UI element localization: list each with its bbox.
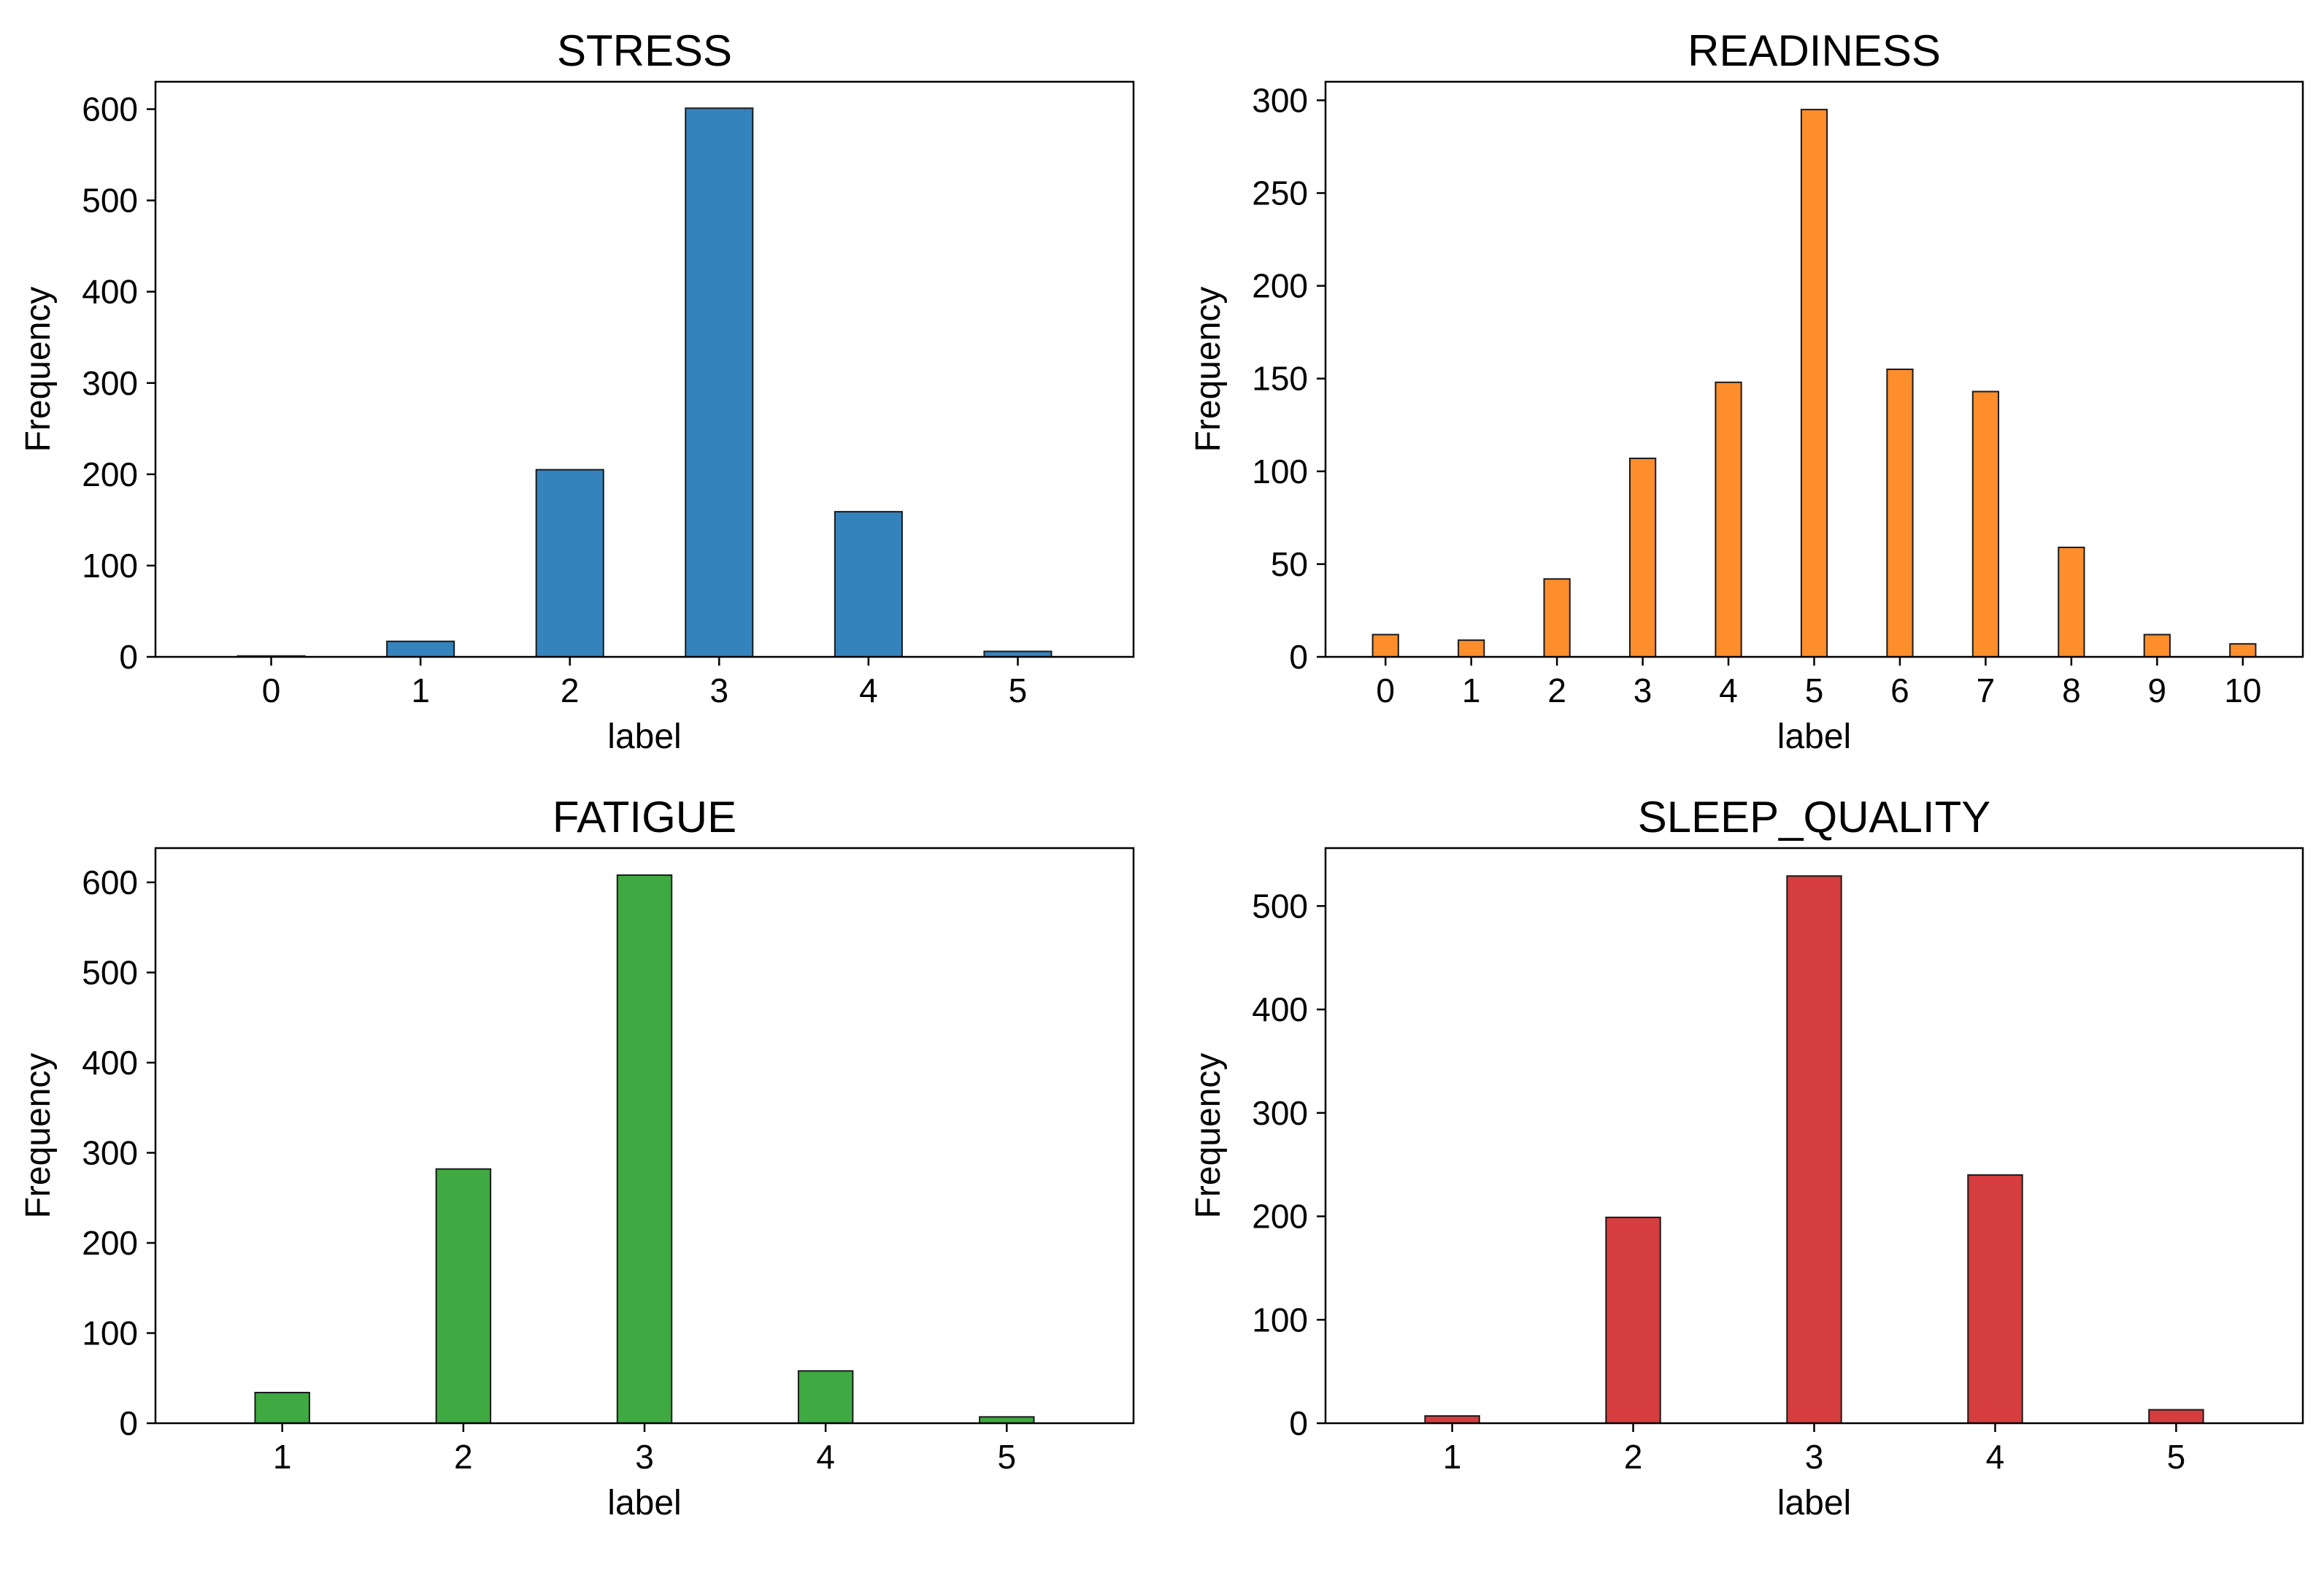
bar-3 [616, 874, 673, 1425]
y-tick-label: 100 [1252, 1301, 1308, 1339]
bar-5 [2148, 1409, 2204, 1425]
y-tick-label: 300 [82, 1133, 138, 1171]
x-tick-label: 3 [1805, 1438, 1824, 1476]
y-tick-label: 600 [82, 91, 138, 128]
bar-1 [254, 1392, 310, 1424]
x-tick-label: 4 [816, 1438, 835, 1476]
x-tick-label: 5 [2167, 1438, 2186, 1476]
x-tick-label: 2 [1547, 671, 1566, 709]
y-tick-label: 150 [1252, 360, 1308, 398]
y-axis-label: Frequency [1189, 1053, 1228, 1219]
y-tick-label: 250 [1252, 174, 1308, 212]
bar-6 [1886, 369, 1914, 658]
x-tick-label: 9 [2148, 671, 2167, 709]
x-tick-label: 4 [859, 671, 878, 709]
y-tick-label: 600 [82, 863, 138, 901]
bar-2 [1543, 578, 1571, 658]
x-tick-label: 0 [1376, 671, 1395, 709]
x-tick-label: 7 [1977, 671, 1996, 709]
x-tick-label: 6 [1890, 671, 1909, 709]
y-tick-label: 0 [1289, 1404, 1308, 1442]
y-tick-label: 500 [82, 182, 138, 220]
x-tick-label: 1 [273, 1438, 292, 1476]
x-tick-label: 10 [2224, 671, 2261, 709]
y-tick-label: 0 [119, 1404, 138, 1442]
x-tick-label: 2 [454, 1438, 473, 1476]
chart-panel: FATIGUE 1 2 3 4 5 0 100 200 300 400 500 600 label Freq… [19, 793, 1135, 1522]
y-tick-label: 100 [82, 1314, 138, 1352]
bar-4 [797, 1370, 854, 1425]
y-tick-label: 400 [1252, 990, 1308, 1028]
bar-9 [2143, 634, 2171, 658]
bar-4 [834, 511, 903, 658]
y-tick-label: 200 [82, 1224, 138, 1262]
x-tick-label: 8 [2062, 671, 2081, 709]
x-tick-label: 5 [1805, 671, 1824, 709]
y-tick-label: 200 [82, 455, 138, 493]
y-tick-label: 400 [82, 273, 138, 311]
x-axis-label: label [607, 717, 681, 756]
bar-2 [435, 1168, 492, 1425]
bar-4 [1967, 1174, 2023, 1424]
bar-5 [979, 1416, 1035, 1425]
bar-1 [1424, 1415, 1480, 1424]
bar-10 [2229, 643, 2257, 658]
y-tick-label: 50 [1271, 545, 1308, 583]
y-axis-label: Frequency [19, 1053, 58, 1219]
x-axis-label: label [607, 1484, 681, 1522]
chart-title: READINESS [1688, 26, 1941, 75]
x-axis-label: label [1777, 1484, 1851, 1522]
y-tick-label: 100 [82, 547, 138, 585]
x-tick-label: 3 [709, 671, 728, 709]
x-tick-label: 3 [635, 1438, 654, 1476]
bar-8 [2058, 547, 2085, 658]
bar-5 [1800, 109, 1828, 658]
bar-4 [1715, 381, 1742, 658]
bar-3 [1786, 875, 1842, 1425]
x-tick-label: 5 [997, 1438, 1016, 1476]
bar-2 [1605, 1216, 1661, 1424]
x-axis-label: label [1777, 717, 1851, 756]
x-tick-label: 1 [1462, 671, 1481, 709]
bar-7 [1971, 390, 2000, 658]
y-tick-label: 300 [1252, 81, 1308, 119]
y-tick-label: 500 [82, 953, 138, 991]
x-tick-label: 5 [1009, 671, 1028, 709]
y-tick-label: 400 [82, 1044, 138, 1082]
plot-frame [154, 80, 1135, 658]
x-tick-label: 0 [262, 671, 281, 709]
chart-title: STRESS [557, 26, 732, 75]
y-tick-label: 300 [1252, 1094, 1308, 1132]
x-tick-label: 1 [411, 671, 430, 709]
bar-1 [386, 640, 455, 658]
bar-1 [1458, 639, 1485, 658]
y-tick-label: 100 [1252, 453, 1308, 490]
y-axis-label: Frequency [1189, 287, 1228, 453]
chart-panel: SLEEP_QUALITY 1 2 3 4 5 0 100 200 300 400 500 label F… [1189, 793, 2304, 1522]
chart-title: SLEEP_QUALITY [1638, 793, 1991, 842]
y-tick-label: 0 [1289, 638, 1308, 676]
x-tick-label: 2 [1624, 1438, 1643, 1476]
y-axis-label: Frequency [19, 287, 58, 453]
y-tick-label: 200 [1252, 267, 1308, 305]
bar-2 [535, 469, 604, 658]
bar-0 [1371, 634, 1399, 658]
x-tick-label: 2 [561, 671, 580, 709]
y-tick-label: 0 [119, 638, 138, 676]
chart-title: FATIGUE [553, 793, 736, 842]
bar-3 [685, 107, 754, 658]
x-tick-label: 1 [1443, 1438, 1462, 1476]
chart-panel: STRESS 0 1 2 3 4 5 0 100 200 300 400 500 600 label Freq… [19, 26, 1135, 756]
x-tick-label: 4 [1719, 671, 1738, 709]
y-tick-label: 500 [1252, 887, 1308, 925]
x-tick-label: 4 [1986, 1438, 2005, 1476]
y-tick-label: 200 [1252, 1198, 1308, 1236]
y-tick-label: 300 [82, 364, 138, 402]
x-tick-label: 3 [1634, 671, 1652, 709]
bar-3 [1628, 458, 1657, 658]
